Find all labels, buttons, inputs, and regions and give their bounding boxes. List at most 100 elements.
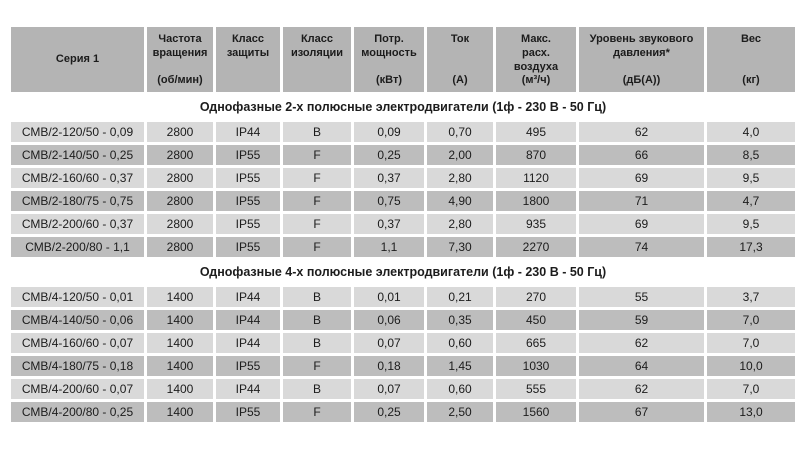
- value-cell: 0,07: [354, 379, 424, 400]
- column-header: Частота вращения (об/мин): [147, 27, 213, 93]
- value-cell: F: [283, 191, 351, 212]
- value-cell: F: [283, 168, 351, 189]
- value-cell: B: [283, 379, 351, 400]
- value-cell: 2800: [147, 214, 213, 235]
- column-header-label: Макс. расх. воздуха: [513, 33, 559, 73]
- value-cell: 3,7: [707, 287, 795, 308]
- column-header: Класс изоляции: [283, 27, 351, 93]
- value-cell: 0,25: [354, 145, 424, 166]
- value-cell: 2800: [147, 145, 213, 166]
- table-row: СМВ/2-140/50 - 0,25 2800 IP55 F 0,25 2,00 870 6…: [11, 145, 795, 166]
- value-cell: 0,37: [354, 168, 424, 189]
- value-cell: 270: [496, 287, 576, 308]
- value-cell: 7,30: [427, 237, 493, 258]
- motors-spec-table: Серия 1 Частота вращения (об/мин) Класс защ…: [8, 24, 798, 425]
- table-header: Серия 1 Частота вращения (об/мин) Класс защ…: [11, 27, 795, 93]
- table-row: СМВ/2-160/60 - 0,37 2800 IP55 F 0,37 2,80 1120…: [11, 168, 795, 189]
- catalog-page: Серия 1 Частота вращения (об/мин) Класс защ…: [8, 24, 798, 425]
- column-header: Класс защиты: [216, 27, 280, 93]
- section-title: Однофазные 4-х полюсные электродвигатели…: [199, 265, 607, 280]
- model-name-cell: СМВ/2-200/60 - 0,37: [11, 214, 144, 235]
- model-name-cell: СМВ/4-200/80 - 0,25: [11, 402, 144, 423]
- value-cell: 66: [579, 145, 704, 166]
- value-cell: 0,21: [427, 287, 493, 308]
- header-row: Серия 1 Частота вращения (об/мин) Класс защ…: [11, 27, 795, 93]
- value-cell: 69: [579, 214, 704, 235]
- model-name-cell: СМВ/2-140/50 - 0,25: [11, 145, 144, 166]
- value-cell: 67: [579, 402, 704, 423]
- model-name-cell: СМВ/4-200/60 - 0,07: [11, 379, 144, 400]
- column-header-label: Класс защиты: [226, 33, 270, 59]
- value-cell: 8,5: [707, 145, 795, 166]
- value-cell: IP44: [216, 379, 280, 400]
- table-row: СМВ/2-180/75 - 0,75 2800 IP55 F 0,75 4,90 1800…: [11, 191, 795, 212]
- value-cell: 0,60: [427, 379, 493, 400]
- value-cell: 2800: [147, 237, 213, 258]
- value-cell: 935: [496, 214, 576, 235]
- section-title: Однофазные 2-х полюсные электродвигатели…: [199, 100, 607, 115]
- value-cell: 10,0: [707, 356, 795, 377]
- value-cell: 64: [579, 356, 704, 377]
- column-header-unit: (кг): [742, 74, 760, 87]
- value-cell: 9,5: [707, 168, 795, 189]
- column-header-unit: (А): [452, 74, 468, 87]
- value-cell: 1800: [496, 191, 576, 212]
- section-title-row: Однофазные 2-х полюсные электродвигатели…: [11, 95, 795, 119]
- table-row: СМВ/4-120/50 - 0,01 1400 IP44 B 0,01 0,21 270 5…: [11, 287, 795, 308]
- column-header-unit: (м³/ч): [521, 74, 551, 87]
- column-header-label: Серия 1: [55, 52, 100, 65]
- column-header: Вес (кг): [707, 27, 795, 93]
- value-cell: 0,09: [354, 122, 424, 143]
- value-cell: 7,0: [707, 310, 795, 331]
- column-header-unit: (дБ(А)): [622, 74, 661, 87]
- value-cell: 2,50: [427, 402, 493, 423]
- value-cell: 62: [579, 122, 704, 143]
- model-name-cell: СМВ/2-180/75 - 0,75: [11, 191, 144, 212]
- value-cell: 2,80: [427, 214, 493, 235]
- value-cell: 0,01: [354, 287, 424, 308]
- value-cell: 0,06: [354, 310, 424, 331]
- model-name-cell: СМВ/2-200/80 - 1,1: [11, 237, 144, 258]
- value-cell: F: [283, 237, 351, 258]
- value-cell: 0,25: [354, 402, 424, 423]
- value-cell: 17,3: [707, 237, 795, 258]
- value-cell: IP55: [216, 237, 280, 258]
- table-row: СМВ/2-200/60 - 0,37 2800 IP55 F 0,37 2,80 935 6…: [11, 214, 795, 235]
- section-title-row: Однофазные 4-х полюсные электродвигатели…: [11, 260, 795, 284]
- value-cell: 1,1: [354, 237, 424, 258]
- table-row: СМВ/2-200/80 - 1,1 2800 IP55 F 1,1 7,30 2270 74…: [11, 237, 795, 258]
- column-header: Ток (А): [427, 27, 493, 93]
- value-cell: F: [283, 145, 351, 166]
- value-cell: 4,90: [427, 191, 493, 212]
- column-header-label: Вес: [740, 33, 762, 45]
- table-row: СМВ/2-120/50 - 0,09 2800 IP44 B 0,09 0,70 495 6…: [11, 122, 795, 143]
- value-cell: 55: [579, 287, 704, 308]
- value-cell: 62: [579, 333, 704, 354]
- value-cell: 7,0: [707, 379, 795, 400]
- table-row: СМВ/4-200/80 - 0,25 1400 IP55 F 0,25 2,50 1560…: [11, 402, 795, 423]
- table-row: СМВ/4-180/75 - 0,18 1400 IP55 F 0,18 1,45 1030…: [11, 356, 795, 377]
- value-cell: B: [283, 287, 351, 308]
- value-cell: 2800: [147, 191, 213, 212]
- table-row: СМВ/4-160/60 - 0,07 1400 IP44 B 0,07 0,60 665 6…: [11, 333, 795, 354]
- value-cell: 2,80: [427, 168, 493, 189]
- column-header-unit: (кВт): [375, 74, 403, 87]
- model-name-cell: СМВ/2-120/50 - 0,09: [11, 122, 144, 143]
- value-cell: B: [283, 122, 351, 143]
- value-cell: 0,75: [354, 191, 424, 212]
- value-cell: F: [283, 356, 351, 377]
- column-header-unit: (об/мин): [157, 74, 203, 87]
- value-cell: 0,70: [427, 122, 493, 143]
- model-name-cell: СМВ/2-160/60 - 0,37: [11, 168, 144, 189]
- table-body: Однофазные 2-х полюсные электродвигатели…: [11, 95, 795, 423]
- value-cell: 495: [496, 122, 576, 143]
- value-cell: 1030: [496, 356, 576, 377]
- value-cell: IP55: [216, 168, 280, 189]
- table-row: СМВ/4-140/50 - 0,06 1400 IP44 B 0,06 0,35 450 5…: [11, 310, 795, 331]
- value-cell: F: [283, 214, 351, 235]
- value-cell: 2,00: [427, 145, 493, 166]
- value-cell: 62: [579, 379, 704, 400]
- value-cell: IP55: [216, 402, 280, 423]
- column-header: Потр. мощность (кВт): [354, 27, 424, 93]
- column-header: Серия 1: [11, 27, 144, 93]
